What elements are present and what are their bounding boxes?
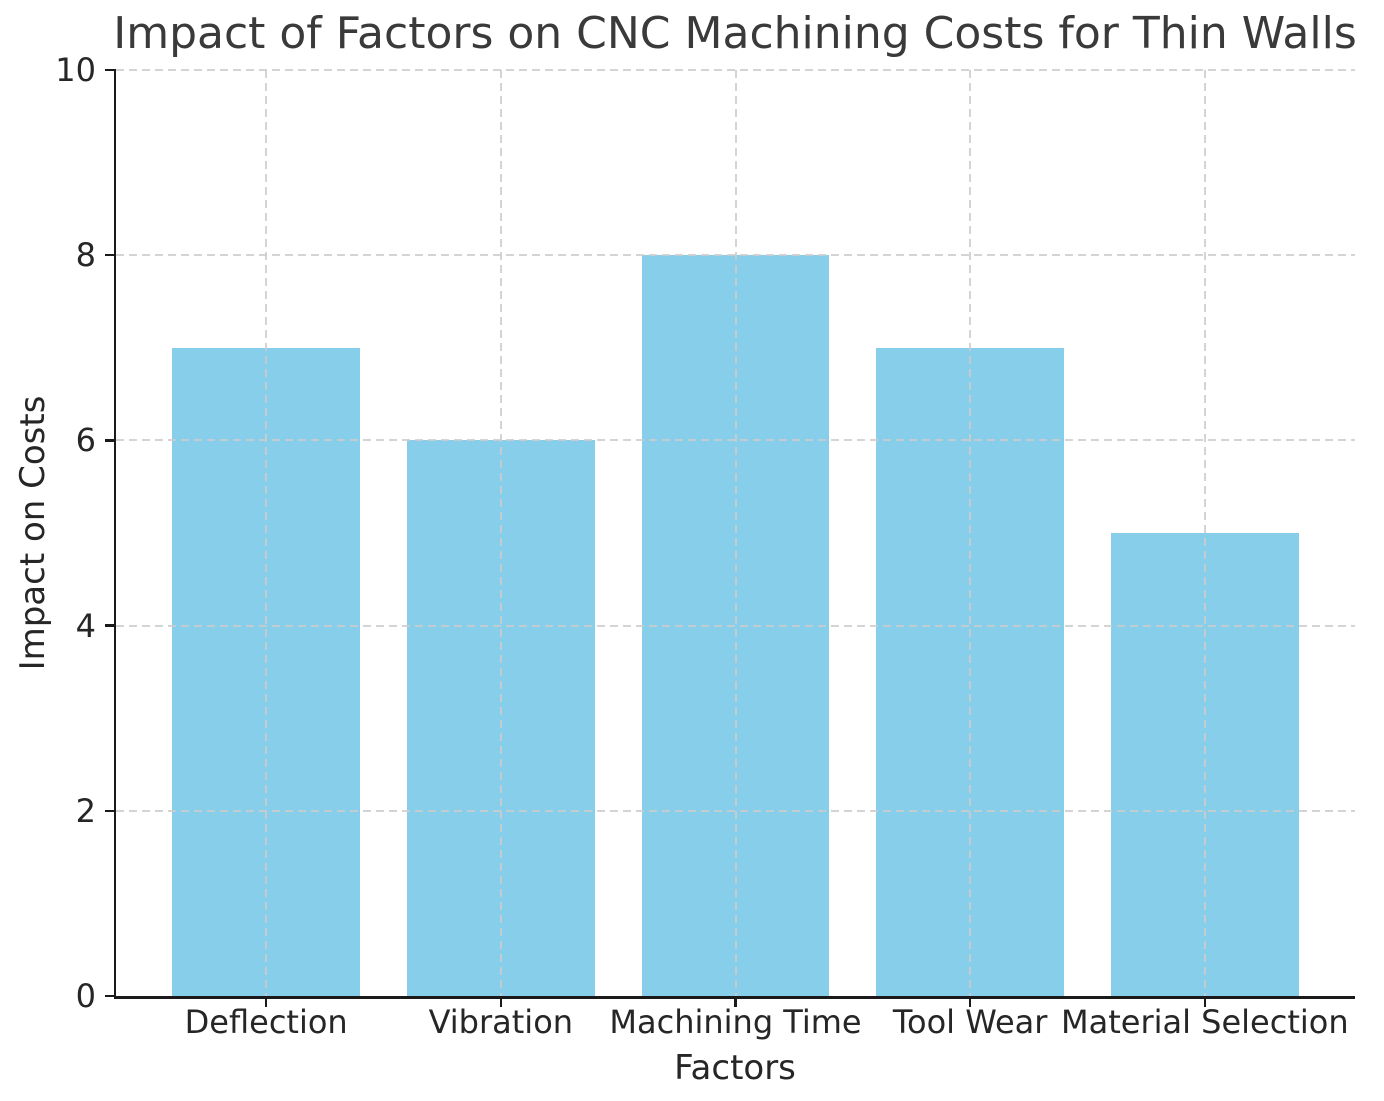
y-axis-spine (113, 70, 116, 999)
x-tick-mark (1203, 996, 1207, 1007)
y-tick-label: 2 (75, 791, 96, 830)
y-axis-label: Impact on Costs (13, 395, 53, 671)
x-tick-label: Tool Wear (892, 1003, 1048, 1041)
y-tick-label: 6 (75, 421, 96, 460)
x-axis-spine (113, 996, 1355, 999)
x-tick-mark (499, 996, 503, 1007)
x-tick-label: Vibration (428, 1003, 574, 1041)
x-tick-mark (264, 996, 268, 1007)
y-tick-label: 4 (75, 606, 96, 645)
chart-title: Impact of Factors on CNC Machining Costs… (113, 8, 1357, 59)
gridline-x-0 (265, 70, 268, 996)
y-tick-label: 0 (75, 977, 96, 1015)
y-tick-mark (105, 994, 116, 998)
plot-area (113, 69, 1355, 999)
gridline-x-3 (969, 70, 972, 996)
x-tick-label: Material Selection (1060, 1003, 1349, 1041)
x-tick-mark (734, 996, 737, 1007)
x-axis-label: Factors (674, 1048, 796, 1088)
y-tick-mark (105, 253, 116, 257)
y-tick-label: 10 (55, 51, 96, 89)
x-tick-mark (968, 996, 972, 1007)
gridline-x-2 (734, 70, 737, 996)
y-tick-label: 8 (75, 236, 96, 275)
y-tick-mark (105, 624, 116, 627)
gridline-x-4 (1203, 70, 1206, 996)
y-tick-mark (105, 68, 116, 72)
x-tick-label: Deflection (184, 1003, 348, 1041)
gridline-x-1 (499, 70, 502, 996)
y-tick-mark (105, 439, 116, 442)
x-tick-label: Machining Time (609, 1003, 862, 1041)
y-tick-mark (105, 809, 116, 813)
